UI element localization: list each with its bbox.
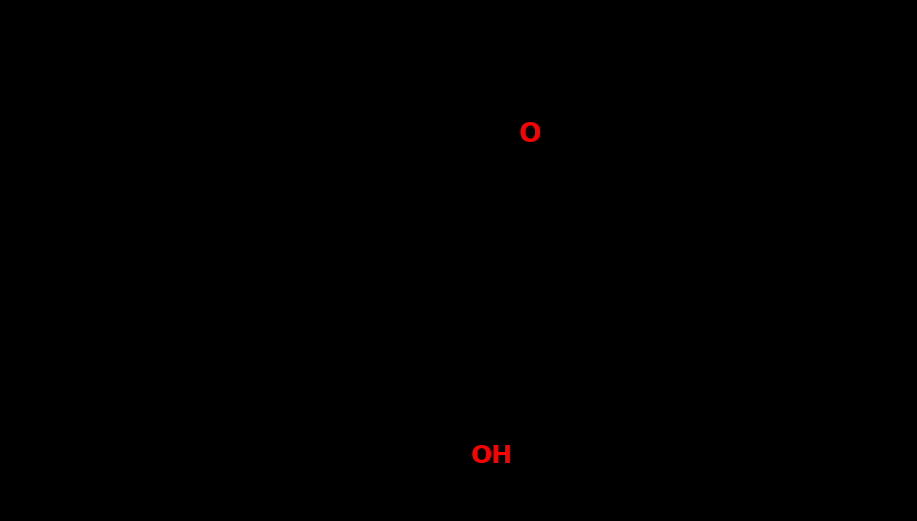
Text: O: O [519, 122, 541, 148]
Text: OH: OH [470, 443, 513, 467]
